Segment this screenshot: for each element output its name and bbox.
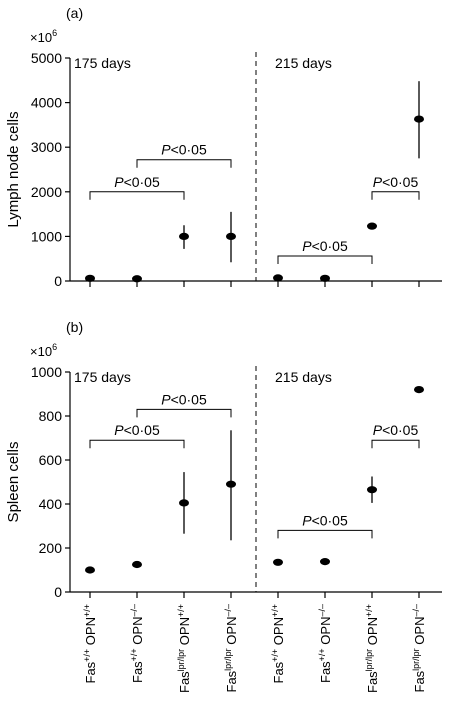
data-point	[273, 558, 283, 566]
x-category-label: Faslpr/lpr OPN–/–	[411, 604, 427, 693]
significance-bracket	[277, 255, 373, 265]
data-point	[179, 232, 189, 240]
y-tick-label: 3000	[31, 139, 62, 155]
significance-label: P<0·05	[302, 512, 348, 528]
significance-label: P<0·05	[373, 174, 419, 190]
significance-label: P<0·05	[302, 238, 348, 254]
significance-bracket	[89, 191, 185, 200]
panel-label: (a)	[66, 5, 83, 21]
y-tick-label: 1000	[31, 228, 62, 244]
data-point	[273, 274, 283, 282]
significance-bracket	[89, 439, 185, 449]
y-axis-label: Lymph node cells	[5, 111, 22, 227]
data-point	[320, 558, 330, 566]
x-category-label: Faslpr/lpr OPN+/+	[176, 604, 192, 693]
y-tick-label: 1000	[31, 364, 62, 380]
significance-label: P<0·05	[114, 422, 160, 438]
data-point	[85, 566, 95, 574]
group-label-215-days: 215 days	[275, 369, 332, 385]
y-tick-label: 0	[54, 584, 62, 600]
y-multiplier: ×106	[30, 342, 57, 359]
data-point	[132, 275, 142, 283]
y-tick-label: 2000	[31, 184, 62, 200]
significance-bracket	[277, 529, 373, 539]
group-label-175-days: 175 days	[74, 369, 131, 385]
data-point	[226, 480, 236, 488]
significance-bracket	[371, 439, 420, 449]
significance-label: P<0·05	[373, 422, 419, 438]
significance-bracket	[136, 159, 232, 168]
data-point	[367, 486, 377, 494]
data-point	[179, 499, 189, 507]
panel-a-lymph-node: (a) ×106 0 1000 2000 3000 4000 5000 Lymph node c…	[5, 5, 442, 289]
data-point	[85, 274, 95, 282]
x-category-label: Fas+/+ OPN+/+	[82, 604, 98, 684]
y-tick-label: 400	[39, 496, 63, 512]
data-point	[132, 560, 142, 569]
x-category-label: Fas+/+ OPN+/+	[270, 604, 286, 684]
y-tick-label: 5000	[31, 50, 62, 66]
y-tick-label: 4000	[31, 95, 62, 111]
significance-label: P<0·05	[161, 391, 207, 407]
x-category-label: Fas+/+ OPN–/–	[317, 604, 333, 683]
panel-label: (b)	[66, 319, 83, 335]
group-label-175-days: 175 days	[74, 55, 131, 71]
panel-b-spleen: (b) ×106 0 200 400 600 800 1000 Spleen cells 175 …	[5, 319, 442, 600]
x-axis-category-labels: Fas+/+ OPN+/+ Fas+/+ OPN–/– Faslpr/lpr OPN…	[82, 604, 427, 693]
data-point	[367, 222, 377, 230]
y-axis-label: Spleen cells	[5, 442, 22, 523]
significance-label: P<0·05	[114, 174, 160, 190]
y-tick-label: 200	[39, 540, 63, 556]
significance-bracket	[371, 191, 420, 200]
data-point	[320, 274, 330, 282]
y-tick-label: 600	[39, 452, 63, 468]
data-point	[414, 115, 424, 123]
y-tick-label: 800	[39, 408, 63, 424]
data-point	[226, 232, 236, 240]
x-category-label: Fas+/+ OPN–/–	[129, 604, 145, 683]
x-category-label: Faslpr/lpr OPN–/–	[223, 604, 239, 693]
group-label-215-days: 215 days	[275, 55, 332, 71]
y-multiplier: ×106	[30, 28, 57, 45]
significance-bracket	[136, 408, 232, 418]
significance-label: P<0·05	[161, 142, 207, 158]
x-category-label: Faslpr/lpr OPN+/+	[364, 604, 380, 693]
data-point	[414, 386, 424, 394]
y-tick-label: 0	[54, 273, 62, 289]
